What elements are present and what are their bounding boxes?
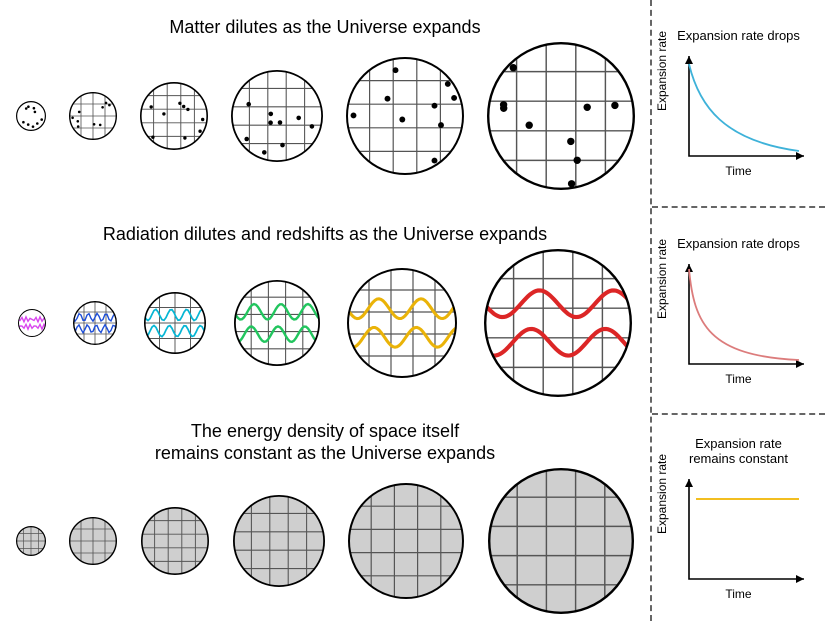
graph-cell-matter: Expansion rate dropsExpansion rateTime [652,0,825,206]
graph-ylabel: Expansion rate [655,454,669,534]
circle-sequence [6,468,644,614]
universe-circle [16,526,46,556]
universe-circle [16,101,46,131]
graph-cell-dark: Expansion rateremains constantExpansion … [652,413,825,621]
expansion-rate-graph [664,469,814,589]
row-radiation: Radiation dilutes and redshifts as the U… [0,207,650,414]
universe-circle [348,483,464,599]
graph-cell-radiation: Expansion rate dropsExpansion rateTime [652,206,825,414]
graph-holder: Expansion rateTime [664,46,814,176]
circle-sequence [6,42,644,190]
universe-circle [488,468,634,614]
universe-circle [69,517,117,565]
universe-circle [233,495,325,587]
universe-circle [144,292,206,354]
universe-circle [347,268,457,378]
universe-circle [140,82,208,150]
row-title: Radiation dilutes and redshifts as the U… [103,224,547,246]
graph-ylabel: Expansion rate [655,31,669,111]
universe-circle [18,309,46,337]
universe-circle [69,92,117,140]
universe-circle [484,249,632,397]
graph-ylabel: Expansion rate [655,239,669,319]
universe-circle [231,70,323,162]
graph-xlabel: Time [725,164,751,178]
graph-xlabel: Time [725,587,751,601]
universe-circle [141,507,209,575]
expansion-rate-graph [664,46,814,166]
graph-holder: Expansion rateTime [664,254,814,384]
row-matter: Matter dilutes as the Universe expands [0,0,650,207]
row-dark: The energy density of space itselfremain… [0,414,650,621]
universe-circle [487,42,635,190]
graph-xlabel: Time [725,372,751,386]
universe-circle [346,57,464,175]
expansion-rate-graph [664,254,814,374]
row-title: The energy density of space itselfremain… [155,421,495,464]
universe-circle [234,280,320,366]
graph-title: Expansion rate drops [677,29,800,44]
circle-sequence [6,249,644,397]
universe-circle [73,301,117,345]
row-title: Matter dilutes as the Universe expands [169,17,480,39]
graph-holder: Expansion rateTime [664,469,814,599]
graph-title: Expansion rateremains constant [689,437,788,467]
graph-title: Expansion rate drops [677,237,800,252]
